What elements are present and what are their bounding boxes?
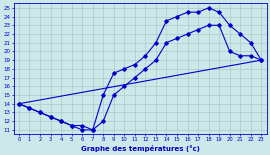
X-axis label: Graphe des températures (°c): Graphe des températures (°c) bbox=[81, 144, 200, 152]
